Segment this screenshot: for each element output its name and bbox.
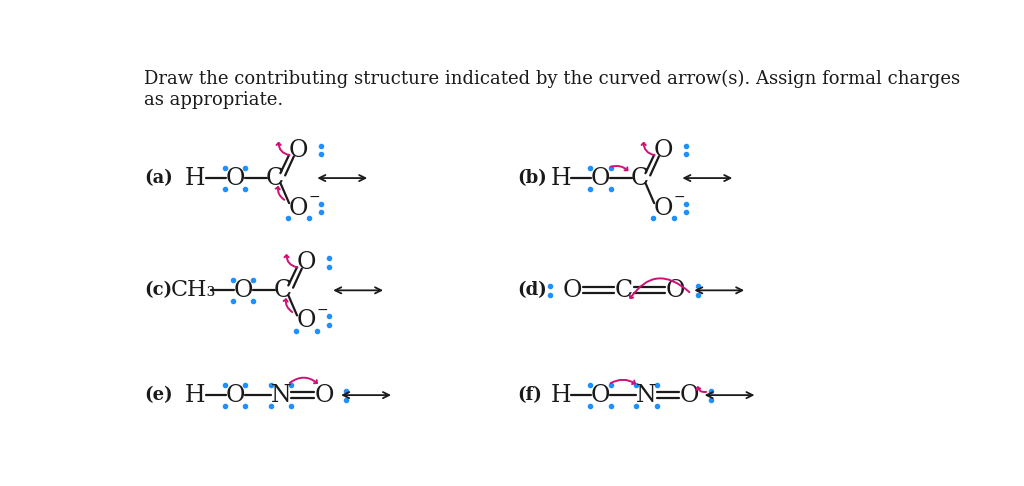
Text: (b): (b) — [517, 169, 547, 187]
Text: Draw the contributing structure indicated by the curved arrow(s). Assign formal : Draw the contributing structure indicate… — [143, 69, 959, 108]
Text: H: H — [550, 383, 570, 407]
Text: (f): (f) — [517, 386, 542, 404]
Text: O: O — [225, 383, 245, 407]
Text: N: N — [271, 383, 292, 407]
Text: O: O — [591, 383, 610, 407]
Text: H: H — [185, 167, 206, 190]
Text: H: H — [550, 167, 570, 190]
Text: −: − — [308, 190, 319, 204]
Text: −: − — [673, 190, 685, 204]
Text: O: O — [562, 279, 583, 302]
Text: O: O — [297, 309, 316, 332]
Text: O: O — [289, 196, 308, 220]
Text: N: N — [636, 383, 656, 407]
Text: (c): (c) — [143, 281, 172, 299]
Text: CH₃: CH₃ — [170, 279, 216, 301]
Text: H: H — [185, 383, 206, 407]
Text: O: O — [233, 279, 253, 302]
Text: (d): (d) — [517, 281, 547, 299]
Text: (a): (a) — [143, 169, 173, 187]
Text: O: O — [289, 139, 308, 161]
Text: C: C — [615, 279, 633, 302]
Text: C: C — [273, 279, 292, 302]
Text: −: − — [316, 302, 328, 316]
Text: O: O — [314, 383, 334, 407]
Text: (e): (e) — [143, 386, 172, 404]
Text: O: O — [654, 196, 674, 220]
Text: O: O — [679, 383, 698, 407]
Text: O: O — [297, 251, 316, 274]
Text: C: C — [266, 167, 284, 190]
Text: O: O — [225, 167, 245, 190]
Text: O: O — [654, 139, 674, 161]
Text: O: O — [591, 167, 610, 190]
Text: O: O — [666, 279, 685, 302]
Text: C: C — [631, 167, 649, 190]
